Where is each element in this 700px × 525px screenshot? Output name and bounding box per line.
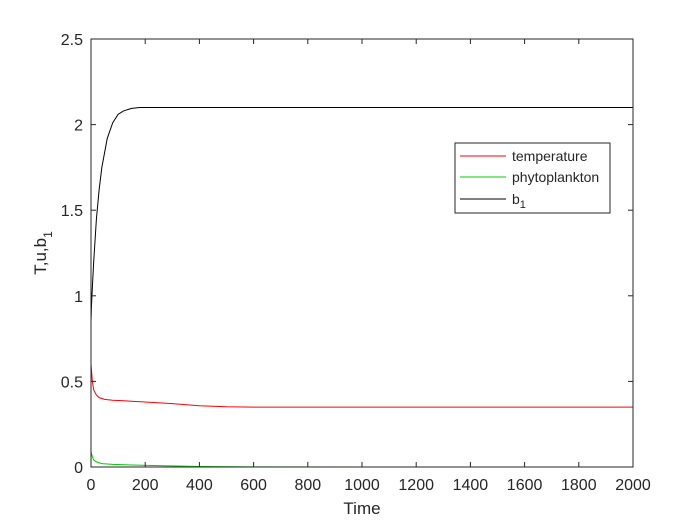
x-axis-label: Time: [343, 499, 380, 518]
x-tick-label: 600: [240, 477, 267, 494]
y-tick-label: 1.5: [61, 203, 83, 220]
series-line-temperature: [90, 364, 633, 408]
y-tick-label: 1: [74, 289, 83, 306]
legend-label-b1-subscript: 1: [520, 199, 526, 211]
y-tick-label: 0: [74, 460, 83, 477]
legend-label-temperature: temperature: [512, 148, 588, 164]
y-axis-ticks: 0 0.5 1 1.5 2 2.5: [61, 32, 633, 477]
legend-label-b1-main: b: [512, 191, 520, 207]
y-axis-label: T,u,b1: [31, 231, 55, 275]
y-axis-label-subscript: 1: [41, 231, 55, 238]
x-tick-label: 1000: [344, 477, 380, 494]
plot-area: [91, 39, 633, 467]
axes-background: [91, 39, 633, 467]
legend-label-phytoplankton: phytoplankton: [512, 169, 599, 185]
y-tick-label: 0.5: [61, 374, 83, 391]
legend-label-b1: b1: [512, 191, 526, 211]
x-tick-label: 0: [87, 477, 96, 494]
x-tick-label: 800: [294, 477, 321, 494]
x-tick-label: 1600: [507, 477, 543, 494]
x-tick-label: 400: [186, 477, 213, 494]
legend: temperature phytoplankton b1: [454, 142, 611, 214]
x-tick-label: 200: [132, 477, 159, 494]
x-axis-ticks: 0 200 400 600 800 1000 1200 1400 1600 1800 2000: [87, 39, 651, 494]
y-tick-label: 2.5: [61, 32, 83, 49]
x-tick-label: 1400: [453, 477, 489, 494]
series-line-b1: [90, 106, 633, 322]
x-tick-label: 1200: [398, 477, 434, 494]
x-tick-label: 2000: [615, 477, 651, 494]
x-tick-label: 1800: [561, 477, 597, 494]
y-axis-label-main: T,u,b: [31, 238, 50, 275]
y-tick-label: 2: [74, 118, 83, 135]
legend-box: [454, 142, 611, 214]
